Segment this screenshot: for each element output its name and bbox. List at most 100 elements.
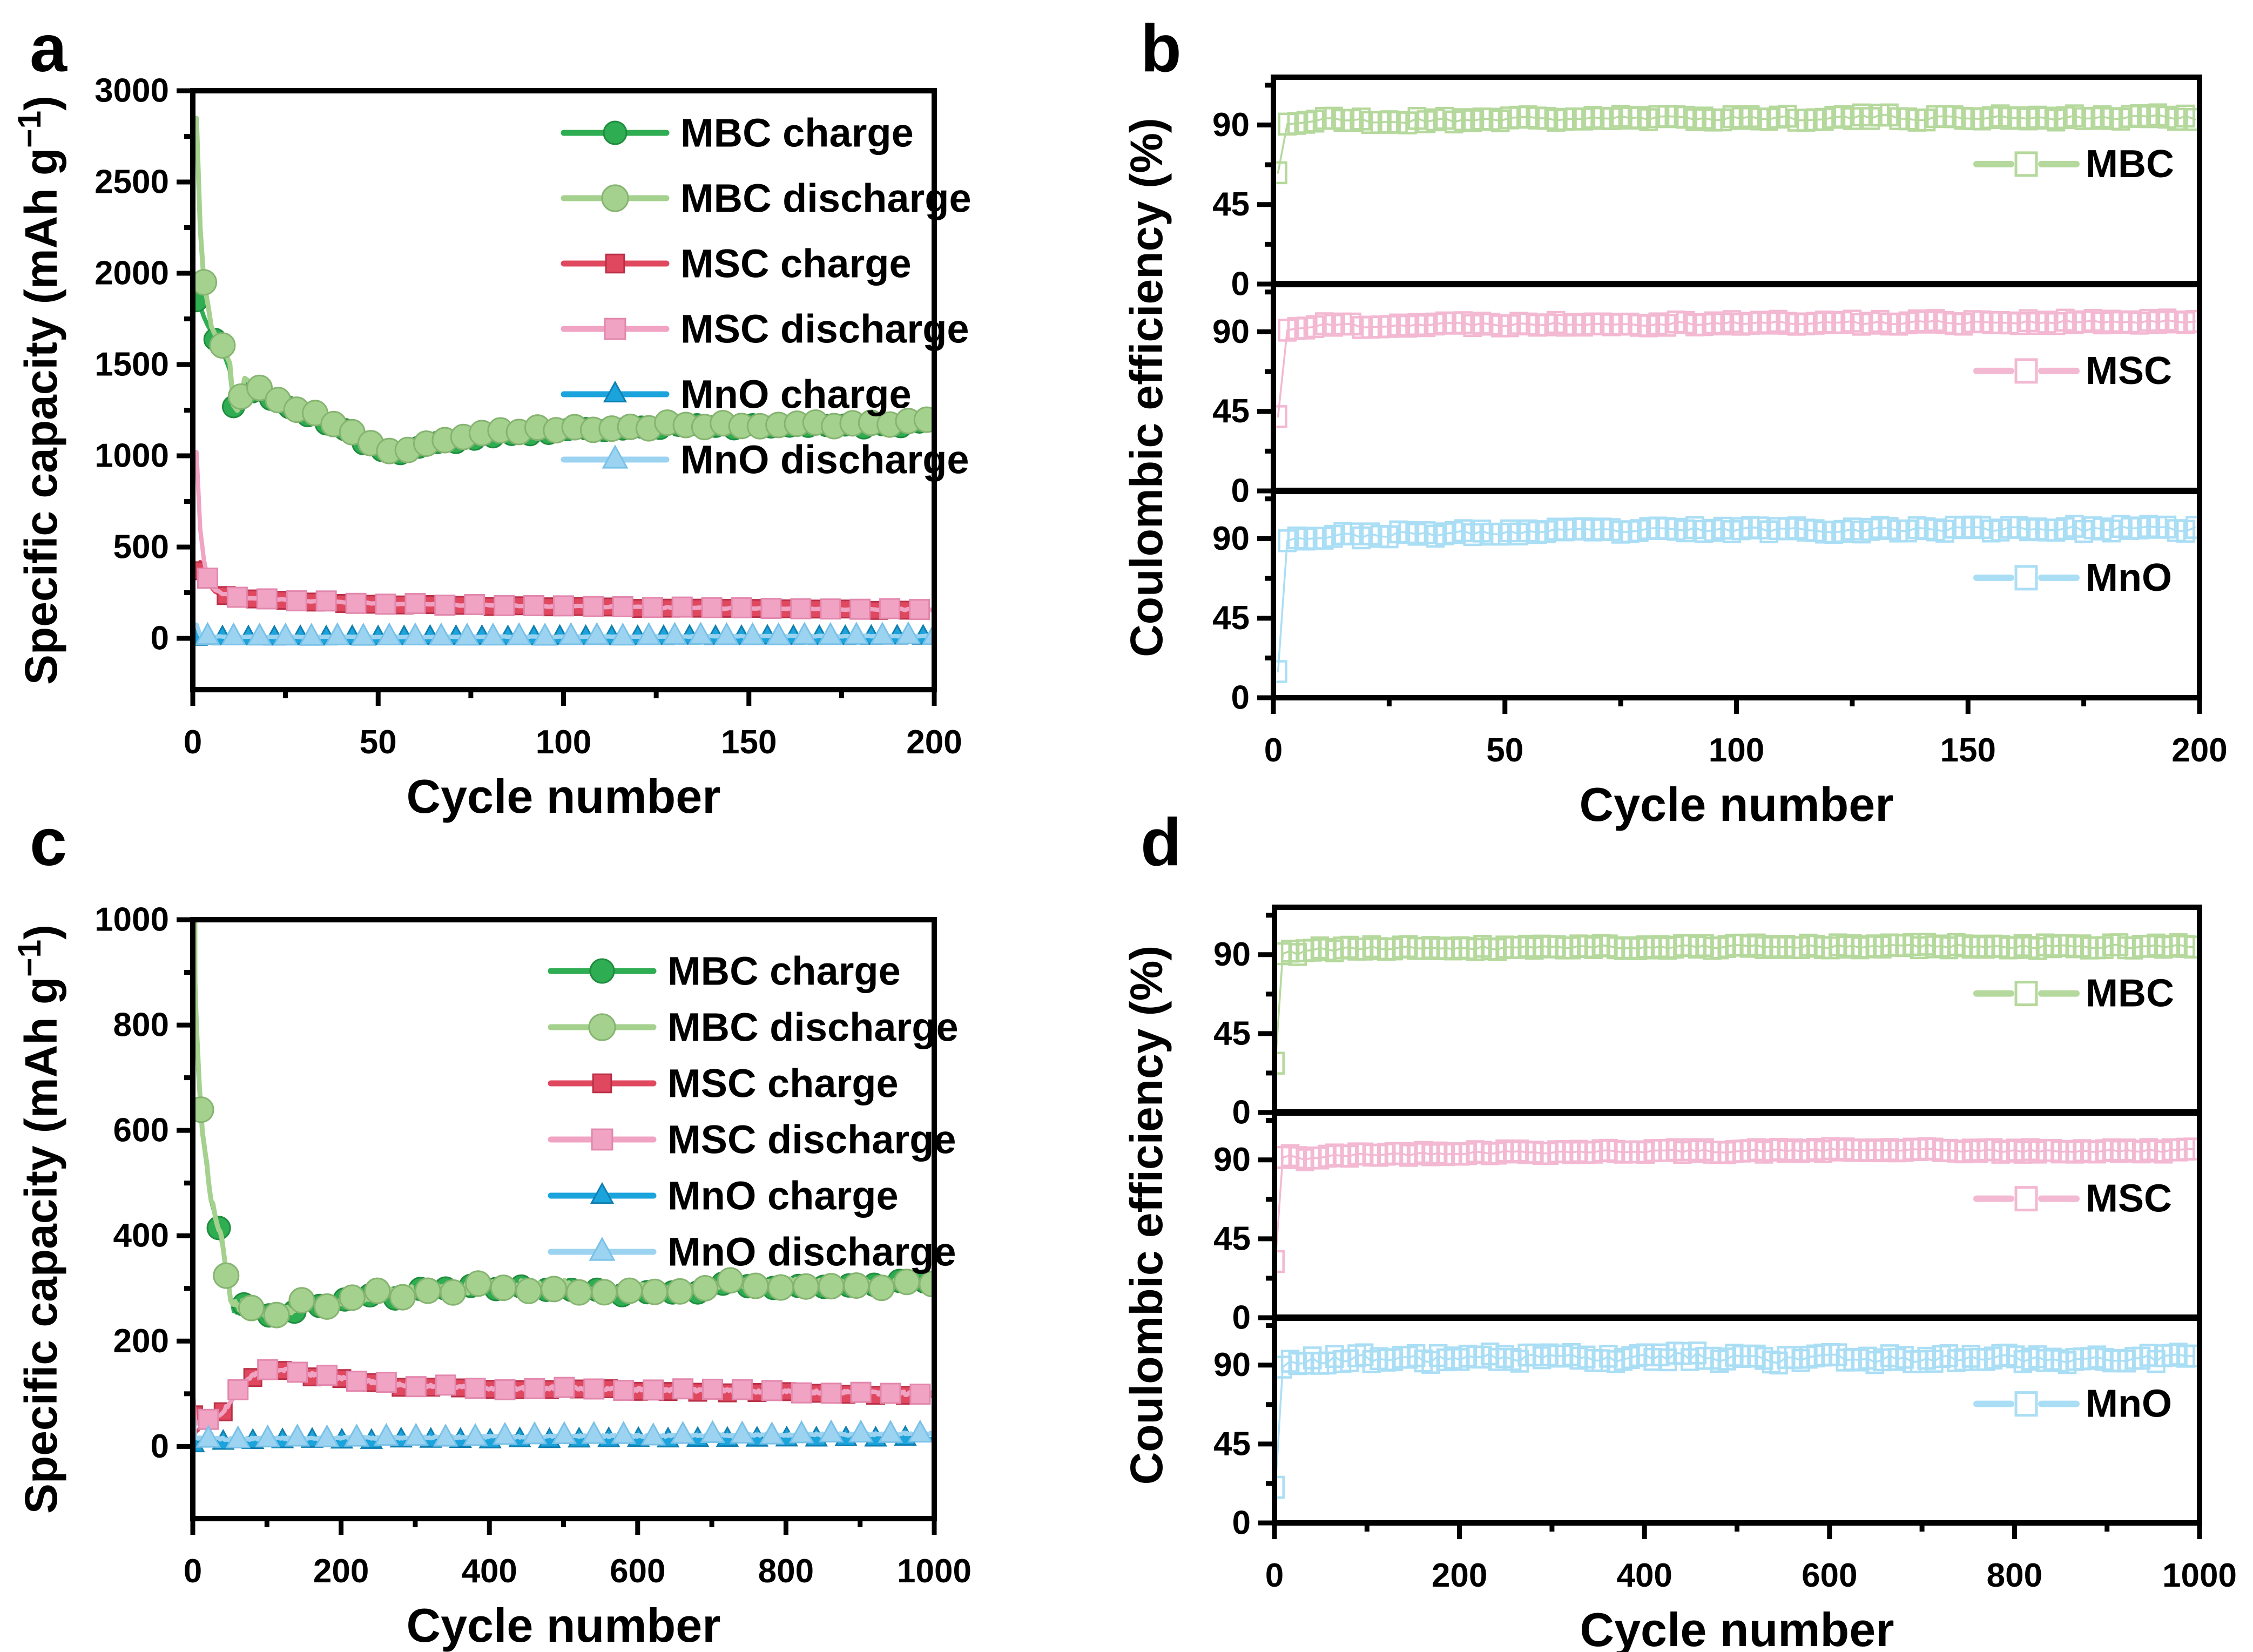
x-tick-label: 150 xyxy=(721,724,777,761)
x-tick-label: 0 xyxy=(184,724,202,761)
y-tick-label: 45 xyxy=(1212,186,1250,223)
legend-item-mno-charge: MnO charge xyxy=(548,1174,899,1218)
legend-label: MSC charge xyxy=(680,241,912,286)
x-tick-label: 600 xyxy=(610,1553,665,1590)
series-area-c xyxy=(193,920,934,1453)
subpanel-d-mbc: 0 45 90 MBC xyxy=(1213,913,2200,1131)
legend-item-mno-charge: MnO charge xyxy=(561,372,912,417)
y-tick-label: 0 xyxy=(151,1428,169,1465)
series-msc-discharge-c xyxy=(193,1359,934,1430)
y-tick-label: 200 xyxy=(113,1323,169,1360)
y-tick-label: 0 xyxy=(1231,266,1250,303)
y-tick-label: 3000 xyxy=(95,72,169,110)
x-tick-label: 1000 xyxy=(2162,1557,2237,1594)
y-tick-label: 600 xyxy=(113,1112,169,1149)
legend-item-msc-discharge: MSC discharge xyxy=(561,307,969,352)
series-mno-discharge-c xyxy=(193,1415,934,1448)
x-tick-label: 200 xyxy=(906,724,962,761)
legend-label: MnO charge xyxy=(667,1174,899,1218)
y-axis-label: Coulombic efficiency (%) xyxy=(1121,118,1172,657)
series-msc-discharge-a xyxy=(194,450,934,621)
panel-c: 0 200 400 600 800 1000 0 200 400 600 800 1000 Cycle … xyxy=(11,901,972,1652)
legend-label: MBC xyxy=(2086,143,2174,186)
y-axis-label: Specific capacity (mAh g−1) xyxy=(11,925,66,1514)
x-tick-label: 0 xyxy=(1264,732,1283,769)
legend-label: MnO discharge xyxy=(680,437,969,482)
x-tick-label: 200 xyxy=(1432,1557,1487,1594)
legend-label: MSC discharge xyxy=(680,307,969,352)
legend-item-msc-charge: MSC charge xyxy=(548,1061,899,1106)
x-axis-label: Cycle number xyxy=(1580,1603,1894,1652)
legend-c: MBC charge MBC discharge MSC charge MSC dis… xyxy=(548,949,959,1275)
y-tick-label: 90 xyxy=(1212,106,1250,144)
x-tick-label: 800 xyxy=(1987,1557,2042,1594)
legend-item-mno-discharge: MnO discharge xyxy=(561,437,969,482)
x-tick-label: 200 xyxy=(313,1553,369,1590)
legend-label: MBC discharge xyxy=(667,1005,959,1050)
legend-item-msc-charge: MSC charge xyxy=(561,241,912,286)
legend-label: MBC charge xyxy=(680,111,914,156)
legend-label: MnO xyxy=(2086,556,2172,599)
x-tick-label: 0 xyxy=(1265,1557,1284,1594)
y-axis-label: Coulombic efficiency (%) xyxy=(1121,946,1172,1485)
x-tick-label: 100 xyxy=(536,724,591,761)
y-tick-label: 0 xyxy=(1231,473,1250,510)
legend-item-mbc-b: MBC xyxy=(1973,143,2174,186)
y-tick-label: 45 xyxy=(1213,1220,1251,1257)
x-tick-label: 200 xyxy=(2171,732,2227,769)
y-tick-label: 0 xyxy=(1232,1505,1251,1542)
legend-label: MBC discharge xyxy=(680,176,972,221)
y-tick-label: 90 xyxy=(1213,1141,1251,1178)
panel-letter-b: b xyxy=(1141,11,1182,86)
y-tick-label: 45 xyxy=(1212,393,1250,430)
subpanel-d-mno: 0 45 90 MnO xyxy=(1213,1323,2200,1542)
subpanel-b-msc: 0 45 90 MSC xyxy=(1212,289,2200,510)
legend-label: MSC xyxy=(2086,349,2172,393)
x-tick-label: 400 xyxy=(461,1553,517,1590)
x-tick-label: 150 xyxy=(1940,732,1996,769)
x-tick-label: 400 xyxy=(1616,1557,1672,1594)
legend-item-mbc-discharge: MBC discharge xyxy=(548,1005,959,1050)
legend-item-msc-discharge: MSC discharge xyxy=(548,1117,956,1162)
y-tick-label: 90 xyxy=(1212,520,1250,557)
legend-item-mno-d: MnO xyxy=(1973,1383,2172,1426)
y-tick-label: 1000 xyxy=(95,901,169,939)
y-tick-label: 2500 xyxy=(95,164,169,201)
y-tick-label: 400 xyxy=(113,1217,169,1255)
subpanel-d-msc: 0 45 90 MSC xyxy=(1213,1118,2200,1337)
y-tick-label: 1500 xyxy=(95,346,169,383)
y-tick-label: 90 xyxy=(1213,936,1251,973)
legend-label: MnO charge xyxy=(680,372,912,417)
legend-item-mno-discharge: MnO discharge xyxy=(548,1230,956,1275)
y-tick-label: 500 xyxy=(113,529,169,566)
panel-letter-a: a xyxy=(30,11,67,86)
legend-label: MSC charge xyxy=(667,1061,899,1106)
y-tick-label: 45 xyxy=(1213,1425,1251,1462)
legend-item-msc-b: MSC xyxy=(1973,349,2172,393)
x-tick-label: 50 xyxy=(1486,732,1523,769)
y-tick-label: 45 xyxy=(1212,599,1250,637)
x-tick-label: 600 xyxy=(1802,1557,1857,1594)
y-tick-label: 45 xyxy=(1213,1015,1251,1052)
y-axis-label: Specific capacity (mAh g−1) xyxy=(11,96,66,685)
panel-letter-c: c xyxy=(30,805,67,880)
legend-item-mbc-discharge: MBC discharge xyxy=(561,176,972,221)
subpanel-b-mno: 0 45 90 MnO xyxy=(1212,496,2200,717)
legend-label: MBC charge xyxy=(667,949,901,994)
legend-label: MnO xyxy=(2086,1383,2172,1426)
panel-d: 0 45 90 MBC 0 45 90 MSC 0 45 90 MnO 0 200 400 600 800 100… xyxy=(1121,905,2237,1652)
y-tick-label: 90 xyxy=(1212,313,1250,350)
legend-label: MnO discharge xyxy=(667,1230,956,1275)
x-tick-label: 0 xyxy=(184,1553,202,1590)
x-axis-label: Cycle number xyxy=(1580,778,1894,831)
y-tick-label: 0 xyxy=(151,620,169,657)
y-tick-label: 1000 xyxy=(95,437,169,475)
panel-letter-d: d xyxy=(1141,805,1182,880)
subpanel-b-mbc: 0 45 90 MBC xyxy=(1212,83,2200,303)
x-axis-label: Cycle number xyxy=(407,770,721,823)
legend-item-mbc-charge: MBC charge xyxy=(548,949,901,994)
y-tick-label: 90 xyxy=(1213,1346,1251,1384)
series-mbc-discharge-a xyxy=(193,116,934,464)
legend-a: MBC charge MBC discharge MSC charge MSC dis… xyxy=(561,111,972,482)
